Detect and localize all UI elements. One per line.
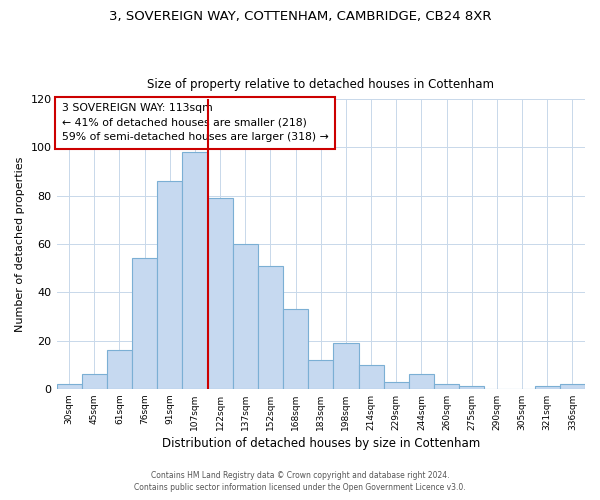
Bar bbox=[359, 364, 383, 389]
Bar bbox=[182, 152, 208, 389]
Y-axis label: Number of detached properties: Number of detached properties bbox=[15, 156, 25, 332]
Bar bbox=[459, 386, 484, 389]
Bar bbox=[560, 384, 585, 389]
Text: Contains HM Land Registry data © Crown copyright and database right 2024.
Contai: Contains HM Land Registry data © Crown c… bbox=[134, 471, 466, 492]
Bar bbox=[208, 198, 233, 389]
Bar bbox=[383, 382, 409, 389]
Text: 3 SOVEREIGN WAY: 113sqm
← 41% of detached houses are smaller (218)
59% of semi-d: 3 SOVEREIGN WAY: 113sqm ← 41% of detache… bbox=[62, 104, 329, 142]
Title: Size of property relative to detached houses in Cottenham: Size of property relative to detached ho… bbox=[147, 78, 494, 91]
Bar bbox=[157, 181, 182, 389]
Bar bbox=[56, 384, 82, 389]
Bar bbox=[409, 374, 434, 389]
Bar bbox=[283, 309, 308, 389]
Bar bbox=[107, 350, 132, 389]
Bar bbox=[258, 266, 283, 389]
Bar bbox=[132, 258, 157, 389]
Bar bbox=[334, 343, 359, 389]
Text: 3, SOVEREIGN WAY, COTTENHAM, CAMBRIDGE, CB24 8XR: 3, SOVEREIGN WAY, COTTENHAM, CAMBRIDGE, … bbox=[109, 10, 491, 23]
Bar bbox=[82, 374, 107, 389]
Bar bbox=[535, 386, 560, 389]
X-axis label: Distribution of detached houses by size in Cottenham: Distribution of detached houses by size … bbox=[161, 437, 480, 450]
Bar bbox=[233, 244, 258, 389]
Bar bbox=[434, 384, 459, 389]
Bar bbox=[308, 360, 334, 389]
